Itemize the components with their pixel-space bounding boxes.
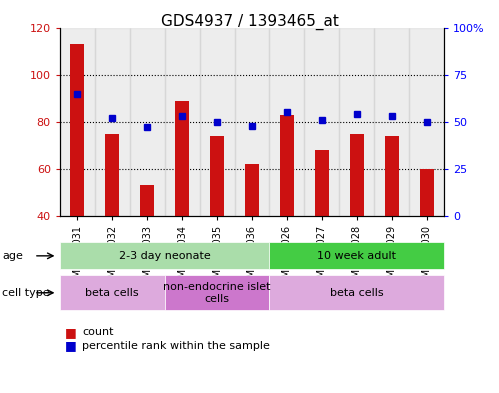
Text: ■: ■ xyxy=(65,339,77,353)
Bar xyxy=(210,136,224,310)
Bar xyxy=(235,28,269,216)
Bar xyxy=(420,169,434,310)
Bar xyxy=(339,28,374,216)
Bar xyxy=(165,28,200,216)
Text: beta cells: beta cells xyxy=(85,288,139,298)
Bar xyxy=(385,136,399,310)
Text: beta cells: beta cells xyxy=(330,288,384,298)
Bar xyxy=(70,44,84,310)
Text: ■: ■ xyxy=(65,325,77,339)
Bar xyxy=(409,28,444,216)
Bar xyxy=(269,28,304,216)
Bar xyxy=(60,28,95,216)
Text: cell type: cell type xyxy=(2,288,50,298)
Bar xyxy=(130,28,165,216)
Bar xyxy=(374,28,409,216)
Bar xyxy=(350,134,364,310)
Text: count: count xyxy=(82,327,114,337)
Text: 2-3 day neonate: 2-3 day neonate xyxy=(119,251,211,261)
Text: GDS4937 / 1393465_at: GDS4937 / 1393465_at xyxy=(161,14,338,30)
Text: non-endocrine islet
cells: non-endocrine islet cells xyxy=(163,282,271,303)
Text: 10 week adult: 10 week adult xyxy=(317,251,396,261)
Text: percentile rank within the sample: percentile rank within the sample xyxy=(82,341,270,351)
Bar xyxy=(105,134,119,310)
Bar xyxy=(175,101,189,310)
Bar xyxy=(95,28,130,216)
Bar xyxy=(315,150,329,310)
Text: age: age xyxy=(2,251,23,261)
Bar xyxy=(140,185,154,310)
Bar xyxy=(304,28,339,216)
Bar xyxy=(245,164,259,310)
Bar xyxy=(200,28,235,216)
Bar xyxy=(280,115,294,310)
